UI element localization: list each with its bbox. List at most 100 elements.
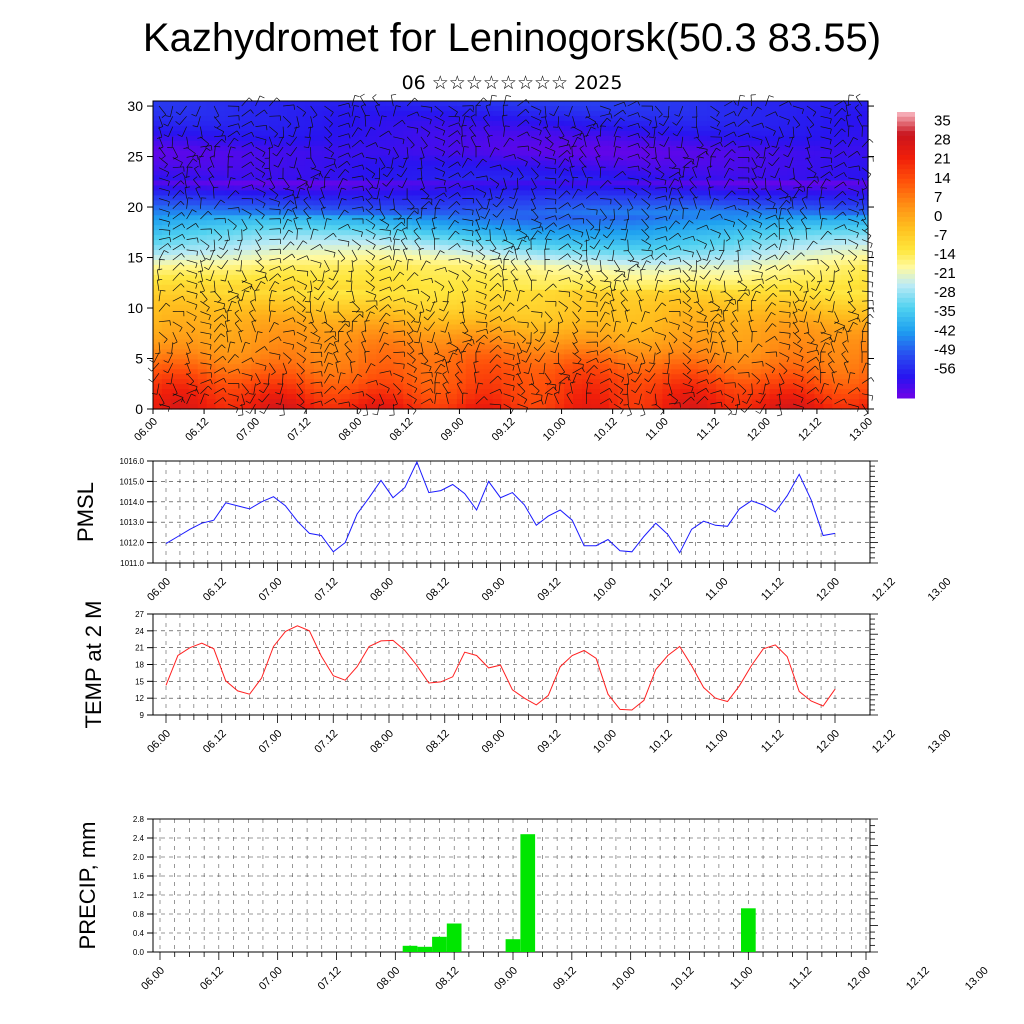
heatmap-cell	[215, 389, 226, 395]
heatmap-cell	[403, 319, 413, 326]
heatmap-cell	[671, 399, 681, 405]
heatmap-cell	[617, 255, 628, 261]
heatmap-cell	[689, 200, 699, 206]
heatmap-cell	[787, 394, 798, 400]
heatmap-cell	[188, 399, 199, 405]
heatmap-cell	[769, 110, 780, 117]
heatmap-cell	[751, 369, 762, 375]
heatmap-cell	[161, 314, 172, 321]
heatmap-cell	[170, 399, 181, 405]
heatmap-cell	[153, 369, 163, 375]
heatmap-cell	[224, 259, 235, 266]
heatmap-cell	[367, 250, 378, 256]
heatmap-cell	[161, 344, 172, 350]
heatmap-cell	[340, 294, 351, 301]
heatmap-cell	[555, 220, 565, 226]
heatmap-cell	[287, 185, 297, 192]
heatmap-cell	[698, 215, 708, 221]
heatmap-cell	[617, 279, 628, 286]
heatmap-cell	[296, 354, 306, 360]
heatmap-cell	[680, 299, 690, 306]
heatmap-cell	[760, 389, 771, 395]
heatmap-cell	[322, 374, 333, 380]
heatmap-cell	[599, 210, 610, 216]
heatmap-cell	[197, 235, 208, 241]
heatmap-cell	[680, 245, 690, 251]
heatmap-cell	[385, 364, 395, 370]
heatmap-cell	[805, 205, 815, 211]
heatmap-cell	[769, 120, 780, 127]
heatmap-cell	[617, 359, 628, 365]
heatmap-cell	[832, 334, 842, 341]
heatmap-cell	[590, 200, 601, 206]
heatmap-cell	[707, 304, 717, 311]
heatmap-cell	[179, 264, 190, 271]
heatmap-cell	[421, 294, 431, 301]
heatmap-cell	[304, 170, 315, 177]
heatmap-cell	[716, 404, 726, 410]
heatmap-cell	[707, 274, 717, 281]
heatmap-cell	[805, 369, 815, 375]
heatmap-cell	[751, 339, 762, 346]
heatmap-cell	[814, 294, 824, 301]
heatmap-cell	[421, 215, 431, 221]
heatmap-cell	[483, 279, 494, 286]
heatmap-cell	[474, 255, 485, 261]
heatmap-cell	[224, 279, 235, 286]
heatmap-cell	[296, 125, 306, 132]
heatmap-cell	[322, 364, 333, 370]
heatmap-cell	[501, 344, 512, 350]
heatmap-cell	[698, 205, 708, 211]
heatmap-cell	[787, 349, 798, 355]
heatmap-cell	[474, 110, 485, 117]
heatmap-cell	[689, 165, 699, 172]
heatmap-cell	[206, 245, 217, 251]
heatmap-cell	[796, 235, 807, 241]
heatmap-cell	[349, 160, 360, 167]
heatmap-cell	[778, 309, 789, 316]
heatmap-cell	[287, 319, 297, 326]
heatmap-cell	[733, 404, 744, 410]
heatmap-cell	[188, 374, 199, 380]
heatmap-cell	[376, 200, 386, 206]
heatmap-cell	[707, 314, 717, 321]
heatmap-cell	[519, 101, 529, 107]
heatmap-cell	[170, 250, 181, 256]
heatmap-cell	[367, 130, 378, 137]
heatmap-cell	[313, 130, 324, 137]
heatmap-cell	[573, 150, 583, 157]
heatmap-cell	[456, 379, 467, 385]
heatmap-cell	[796, 324, 807, 331]
heatmap-cell	[653, 359, 664, 365]
heatmap-cell	[430, 319, 440, 326]
heatmap-cell	[501, 394, 512, 400]
heatmap-cell	[707, 180, 717, 187]
heatmap-cell	[269, 180, 279, 187]
heatmap-cell	[376, 294, 386, 301]
heatmap-cell	[742, 329, 753, 336]
heatmap-cell	[269, 344, 279, 350]
heatmap-cell	[394, 250, 404, 256]
heatmap-cell	[394, 155, 404, 162]
heatmap-cell	[742, 120, 753, 127]
heatmap-cell	[456, 274, 467, 281]
heatmap-cell	[170, 180, 181, 187]
heatmap-cell	[760, 105, 771, 112]
heatmap-cell	[626, 225, 637, 231]
heatmap-cell	[224, 384, 235, 390]
heatmap-cell	[179, 344, 190, 350]
heatmap-cell	[841, 185, 851, 192]
heatmap-cell	[582, 215, 592, 221]
heatmap-cell	[841, 299, 851, 306]
heatmap-cell	[733, 314, 744, 321]
heatmap-cell	[269, 284, 279, 291]
heatmap-cell	[224, 404, 235, 410]
heatmap-cell	[590, 160, 601, 167]
heatmap-cell	[260, 404, 270, 410]
heatmap-cell	[537, 329, 547, 336]
heatmap-cell	[170, 389, 181, 395]
heatmap-cell	[278, 235, 288, 241]
heatmap-cell	[582, 150, 592, 157]
heatmap-cell	[841, 379, 851, 385]
heatmap-cell	[707, 349, 717, 355]
